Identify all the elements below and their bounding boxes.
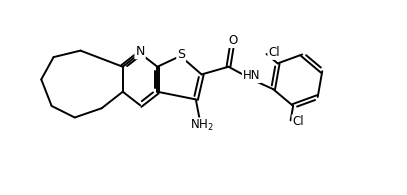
Text: HN: HN bbox=[243, 69, 260, 82]
Text: S: S bbox=[177, 48, 185, 61]
Text: NH$_2$: NH$_2$ bbox=[190, 118, 214, 134]
Text: O: O bbox=[228, 34, 238, 47]
Text: Cl: Cl bbox=[293, 115, 304, 128]
Text: Cl: Cl bbox=[268, 46, 280, 59]
Text: N: N bbox=[136, 45, 145, 58]
